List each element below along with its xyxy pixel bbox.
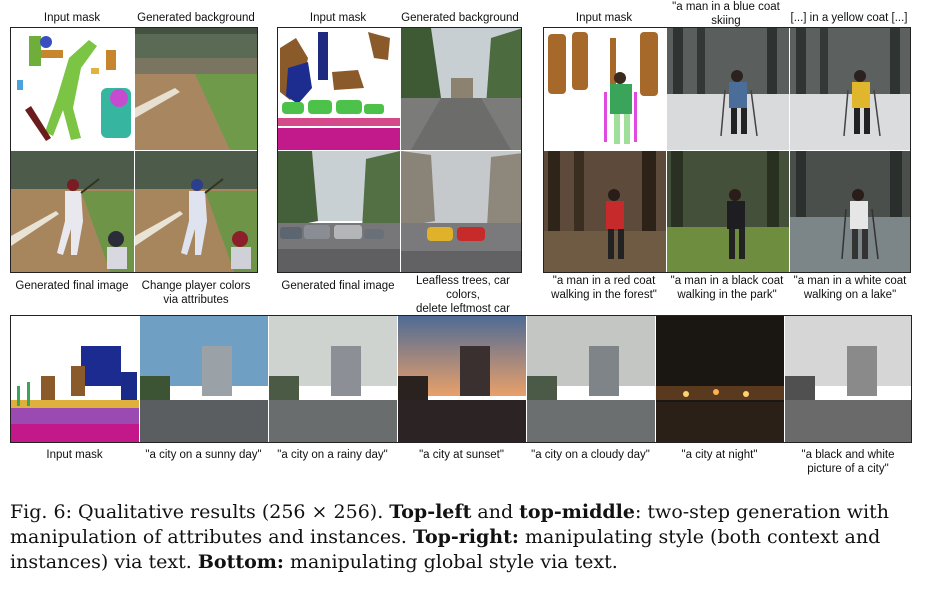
generated-final-image	[11, 151, 134, 272]
caption-text: manipulating global style via text.	[283, 551, 618, 573]
label-bottom-rainy: "a city on a rainy day"	[277, 449, 388, 461]
forest-red-coat-image	[544, 151, 666, 272]
caption-text: manipulating style (both context and ins…	[10, 526, 881, 573]
label-bottom-sunset: "a city at sunset"	[419, 449, 504, 461]
label-tl-input-mask: Input mask	[43, 12, 101, 24]
figure-panel-top-middle	[277, 27, 522, 273]
label-tm-generated-background: Generated background	[401, 12, 519, 24]
figure-panel-bottom	[10, 315, 912, 443]
label-bottom-sunny: "a city on a sunny day"	[145, 449, 262, 461]
skiing-yellow-coat-image	[790, 28, 910, 150]
label-tr-red-coat-forest: "a man in a red coat walking in the fore…	[551, 275, 657, 301]
label-bottom-input-mask: Input mask	[46, 449, 103, 461]
segmentation-mask-image	[278, 28, 400, 150]
city-sunny-day-image	[140, 316, 268, 442]
generated-final-image	[278, 151, 400, 272]
segmentation-mask-image	[11, 28, 134, 150]
label-tm-generated-final-image: Generated final image	[281, 280, 395, 292]
generated-background-image	[135, 28, 257, 150]
instance-edited-image	[401, 151, 521, 272]
label-tr-input-mask: Input mask	[575, 12, 633, 24]
label-tl-change-player-colors: Change player colors via attributes	[141, 280, 251, 306]
label-bottom-black-white: "a black and white picture of a city"	[801, 449, 895, 475]
attribute-edited-image	[135, 151, 257, 272]
lake-white-coat-image	[790, 151, 910, 272]
caption-bold: top-middle	[519, 501, 635, 523]
label-tm-input-mask: Input mask	[309, 12, 367, 24]
city-cloudy-day-image	[527, 316, 655, 442]
caption-text: and	[471, 501, 520, 523]
caption-text: : two-step generation with manipulation …	[10, 501, 889, 548]
caption-fig-label: Fig. 6:	[10, 501, 72, 523]
segmentation-mask-image	[544, 28, 666, 150]
label-bottom-night: "a city at night"	[681, 449, 758, 461]
generated-background-image	[401, 28, 521, 150]
label-tm-instance-edits: Leafless trees, car colors, delete leftm…	[416, 275, 510, 315]
segmentation-mask-image	[11, 316, 139, 442]
park-black-coat-image	[667, 151, 789, 272]
city-night-image	[656, 316, 784, 442]
skiing-blue-coat-image	[667, 28, 789, 150]
caption-bold: Top-left	[389, 501, 472, 523]
city-rainy-day-image	[269, 316, 397, 442]
figure-panel-top-right	[543, 27, 911, 273]
city-sunset-image	[398, 316, 526, 442]
caption-text: Qualitative results (256 × 256).	[72, 501, 390, 523]
city-black-white-image	[785, 316, 911, 442]
label-tr-yellow-coat: [...] in a yellow coat [...]	[790, 12, 908, 24]
label-tl-generated-background: Generated background	[137, 12, 255, 24]
label-tr-white-coat-lake: "a man in a white coat walking on a lake…	[793, 275, 907, 301]
figure-panel-top-left	[10, 27, 258, 273]
figure-caption: Fig. 6: Qualitative results (256 × 256).…	[10, 500, 917, 575]
label-tr-black-coat-park: "a man in a black coat walking in the pa…	[670, 275, 784, 301]
caption-bold: Top-right:	[412, 526, 519, 548]
label-tl-generated-final-image: Generated final image	[15, 280, 129, 292]
label-bottom-cloudy: "a city on a cloudy day"	[531, 449, 650, 461]
caption-bold: Bottom:	[197, 551, 284, 573]
